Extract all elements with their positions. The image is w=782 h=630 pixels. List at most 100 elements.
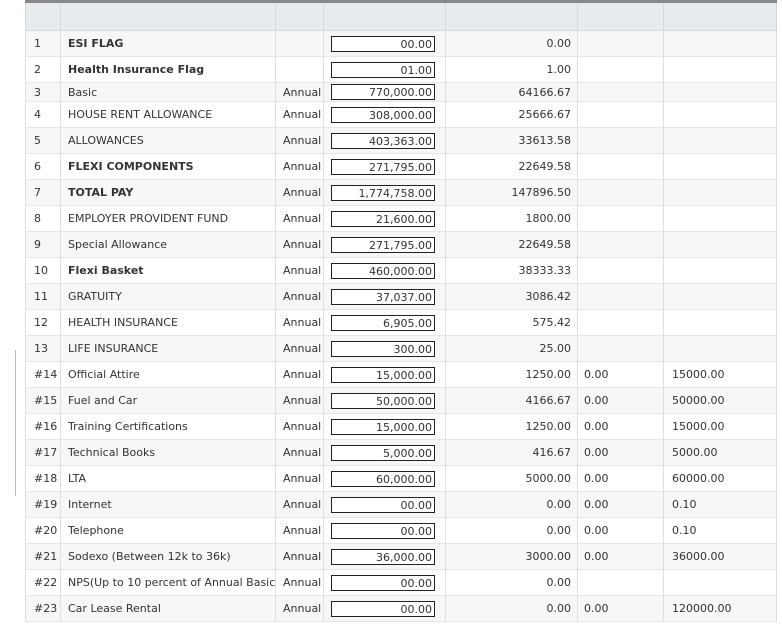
row-number: #17 [25, 439, 61, 466]
annual-amount-input[interactable]: 271,795.00 [331, 158, 435, 175]
row-number: 3 [25, 82, 61, 102]
annual-amount-input[interactable]: 308,000.00 [331, 106, 435, 123]
monthly-amount: 5000.00 [445, 465, 578, 492]
total-amount [663, 101, 777, 128]
monthly-amount: 25666.67 [445, 101, 578, 128]
header-cell-monthly [445, 0, 578, 31]
total-amount: 0.10 [663, 517, 777, 544]
frequency: Annual [275, 517, 324, 544]
component-name: Flexi Basket [60, 257, 276, 284]
frequency: Annual [275, 439, 324, 466]
ytd-amount [577, 335, 664, 362]
salary-components-table: 1 ESI FLAG 00.00 0.00 2 Health Insurance Flag… [25, 0, 777, 622]
component-name: Telephone [60, 517, 276, 544]
monthly-amount: 0.00 [445, 30, 578, 57]
component-name: FLEXI COMPONENTS [60, 153, 276, 180]
component-name: ESI FLAG [60, 30, 276, 57]
annual-amount-input[interactable]: 00.00 [331, 35, 435, 52]
table-row: 10 Flexi Basket Annual 460,000.00 38333.33 [25, 257, 777, 284]
table-row: 7 TOTAL PAY Annual 1,774,758.00 147896.50 [25, 179, 777, 206]
annual-amount-input[interactable]: 1,774,758.00 [331, 184, 435, 201]
table-header [25, 0, 777, 31]
frequency: Annual [275, 465, 324, 492]
annual-amount-input[interactable]: 36,000.00 [331, 548, 435, 565]
monthly-amount: 64166.67 [445, 82, 578, 102]
total-amount [663, 257, 777, 284]
monthly-amount: 25.00 [445, 335, 578, 362]
table-row: 6 FLEXI COMPONENTS Annual 271,795.00 22649.5… [25, 153, 777, 180]
amount-cell: 36,000.00 [323, 543, 446, 570]
annual-amount-input[interactable]: 15,000.00 [331, 418, 435, 435]
total-amount [663, 56, 777, 83]
left-panel-edge [15, 350, 16, 496]
frequency: Annual [275, 179, 324, 206]
ytd-amount [577, 56, 664, 83]
row-number: #21 [25, 543, 61, 570]
table-row: 2 Health Insurance Flag 01.00 1.00 [25, 56, 777, 83]
annual-amount-input[interactable]: 00.00 [331, 522, 435, 539]
frequency: Annual [275, 543, 324, 570]
annual-amount-input[interactable]: 5,000.00 [331, 444, 435, 461]
component-name: Fuel and Car [60, 387, 276, 414]
frequency: Annual [275, 283, 324, 310]
annual-amount-input[interactable]: 6,905.00 [331, 314, 435, 331]
component-name: EMPLOYER PROVIDENT FUND [60, 205, 276, 232]
ytd-amount [577, 283, 664, 310]
table-row: 9 Special Allowance Annual 271,795.00 22649.… [25, 231, 777, 258]
monthly-amount: 0.00 [445, 595, 578, 622]
amount-cell: 00.00 [323, 517, 446, 544]
row-number: 9 [25, 231, 61, 258]
ytd-amount: 0.00 [577, 491, 664, 518]
annual-amount-input[interactable]: 300.00 [331, 340, 435, 357]
total-amount: 60000.00 [663, 465, 777, 492]
annual-amount-input[interactable]: 00.00 [331, 600, 435, 617]
monthly-amount: 1.00 [445, 56, 578, 83]
row-number: 7 [25, 179, 61, 206]
annual-amount-input[interactable]: 15,000.00 [331, 366, 435, 383]
header-cell-component [60, 0, 276, 31]
row-number: 4 [25, 101, 61, 128]
annual-amount-input[interactable]: 00.00 [331, 496, 435, 513]
annual-amount-input[interactable]: 50,000.00 [331, 392, 435, 409]
annual-amount-input[interactable]: 01.00 [331, 61, 435, 78]
row-number: 11 [25, 283, 61, 310]
component-name: LTA [60, 465, 276, 492]
total-amount [663, 153, 777, 180]
row-number: #14 [25, 361, 61, 388]
table-row: #20 Telephone Annual 00.00 0.00 0.00 0.10 [25, 517, 777, 544]
annual-amount-input[interactable]: 00.00 [331, 574, 435, 591]
frequency: Annual [275, 257, 324, 284]
header-cell-total [663, 0, 777, 31]
ytd-amount: 0.00 [577, 517, 664, 544]
total-amount [663, 231, 777, 258]
annual-amount-input[interactable]: 770,000.00 [331, 84, 435, 100]
total-amount: 50000.00 [663, 387, 777, 414]
annual-amount-input[interactable]: 37,037.00 [331, 288, 435, 305]
frequency: Annual [275, 101, 324, 128]
table-row: 4 HOUSE RENT ALLOWANCE Annual 308,000.00 256… [25, 101, 777, 128]
ytd-amount [577, 127, 664, 154]
table-row: #14 Official Attire Annual 15,000.00 1250.00… [25, 361, 777, 388]
row-number: #15 [25, 387, 61, 414]
table-row: #16 Training Certifications Annual 15,000.0… [25, 413, 777, 440]
annual-amount-input[interactable]: 403,363.00 [331, 132, 435, 149]
total-amount: 0.10 [663, 491, 777, 518]
annual-amount-input[interactable]: 460,000.00 [331, 262, 435, 279]
ytd-amount [577, 257, 664, 284]
annual-amount-input[interactable]: 60,000.00 [331, 470, 435, 487]
component-name: Special Allowance [60, 231, 276, 258]
ytd-amount [577, 569, 664, 596]
frequency: Annual [275, 309, 324, 336]
table-row: #17 Technical Books Annual 5,000.00 416.67 0.… [25, 439, 777, 466]
ytd-amount: 0.00 [577, 387, 664, 414]
annual-amount-input[interactable]: 21,600.00 [331, 210, 435, 227]
monthly-amount: 3086.42 [445, 283, 578, 310]
amount-cell: 15,000.00 [323, 413, 446, 440]
frequency: Annual [275, 335, 324, 362]
ytd-amount [577, 179, 664, 206]
total-amount [663, 569, 777, 596]
annual-amount-input[interactable]: 271,795.00 [331, 236, 435, 253]
component-name: Training Certifications [60, 413, 276, 440]
ytd-amount: 0.00 [577, 465, 664, 492]
frequency [275, 30, 324, 57]
